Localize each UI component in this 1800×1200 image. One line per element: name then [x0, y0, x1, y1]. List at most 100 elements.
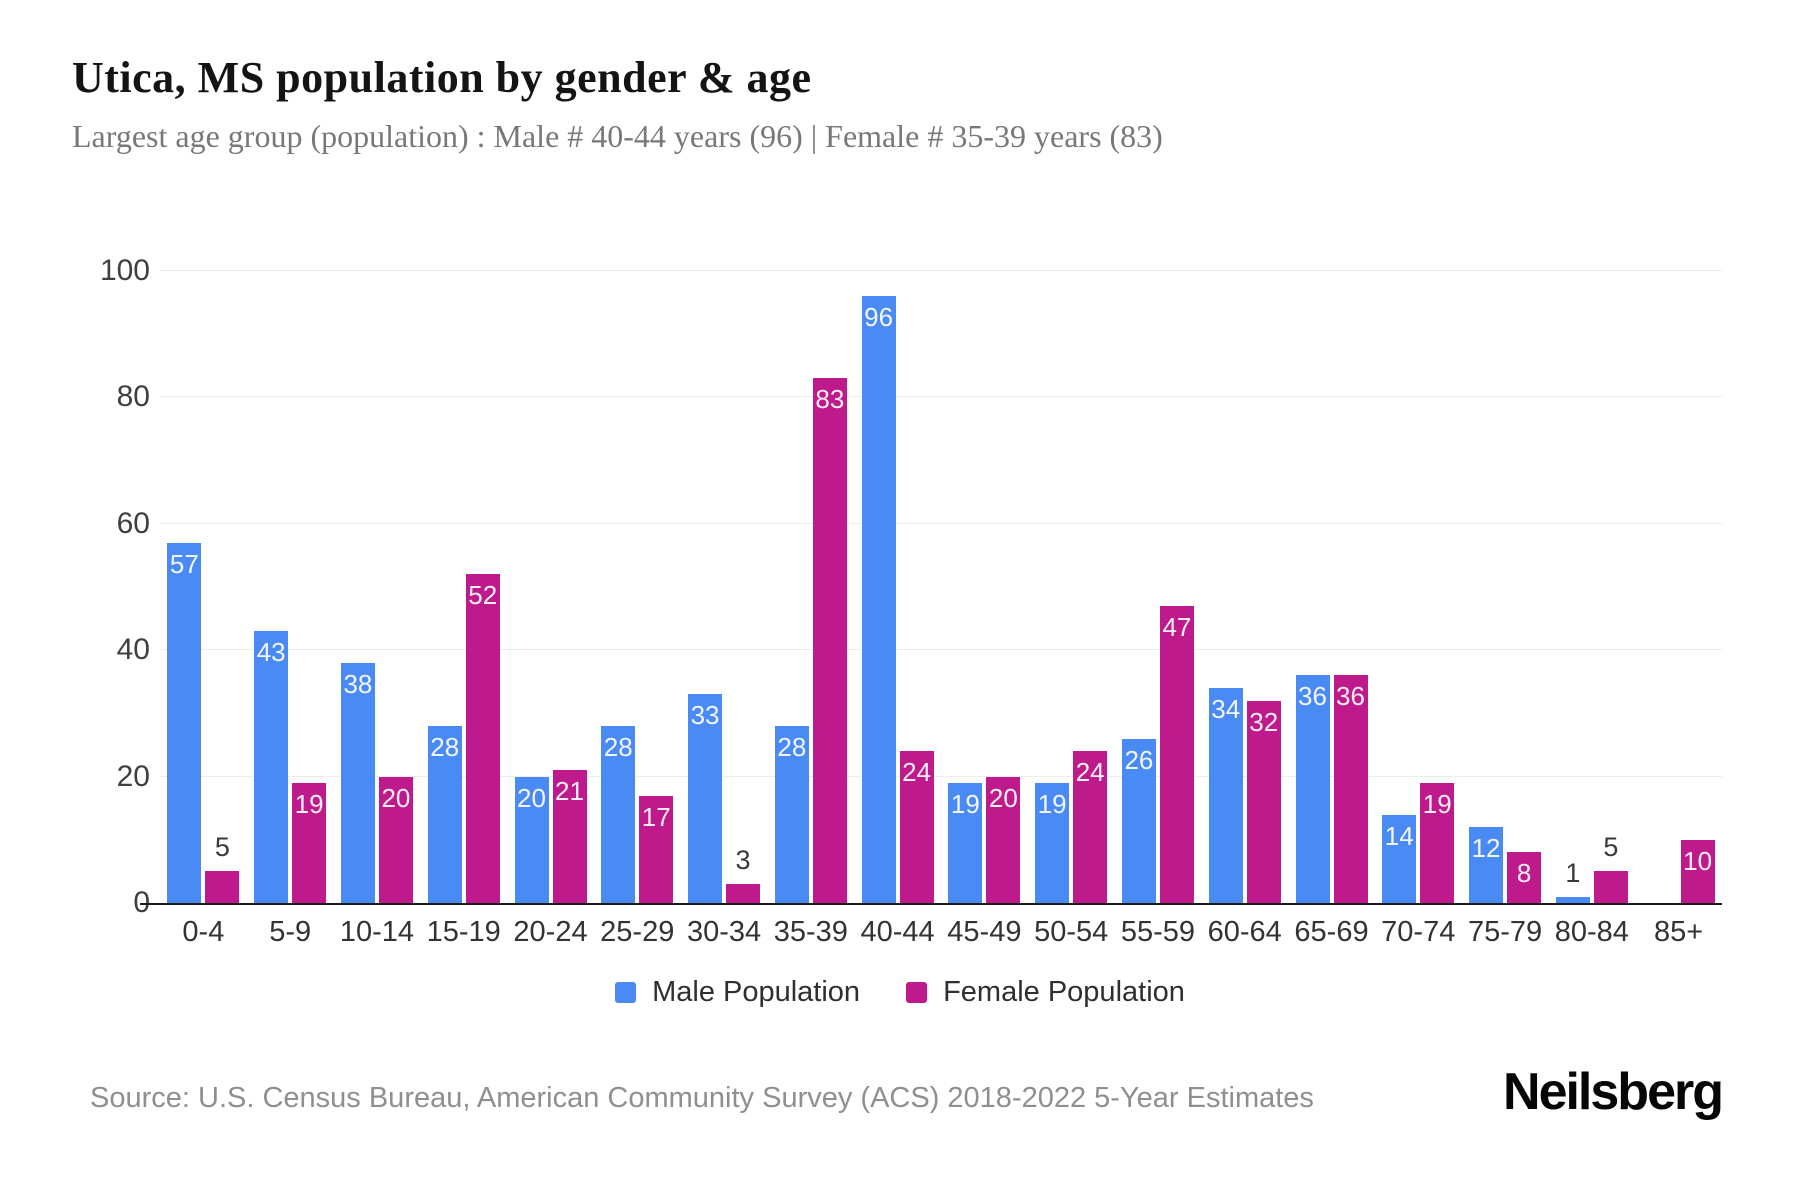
female-bar-75-79	[1507, 852, 1542, 903]
male-bar-5-9	[254, 631, 289, 903]
bar-value-label: 20	[381, 782, 411, 813]
gridline-20	[160, 775, 1722, 777]
x-tick-65-69: 65-69	[1294, 916, 1369, 948]
x-tick-10-14: 10-14	[339, 916, 415, 948]
brand-logo: Neilsberg	[1503, 1063, 1724, 1121]
y-tick-40: 40	[116, 633, 150, 667]
bar-value-label: 19	[1422, 788, 1452, 819]
bar-value-label: 19	[294, 788, 324, 819]
x-tick-40-44: 40-44	[860, 916, 935, 948]
male-bar-80-84	[1555, 896, 1590, 903]
bar-value-label: 24	[902, 757, 932, 788]
bar-value-label: 43	[256, 637, 286, 668]
bar-value-label: 36	[1298, 681, 1327, 712]
female-bar-25-29	[639, 795, 674, 903]
bar-value-label: 19	[950, 788, 980, 819]
female-bar-10-14	[378, 776, 413, 903]
bar-value-label: 28	[430, 732, 460, 763]
legend-item-female: Female Population	[906, 976, 1185, 1009]
male-bar-30-34	[688, 694, 723, 903]
bar-value-label: 36	[1336, 681, 1365, 712]
x-tick-80-84: 80-84	[1554, 916, 1629, 948]
female-swatch	[906, 982, 928, 1003]
male-bar-40-44	[861, 296, 896, 903]
female-bar-85+	[1680, 839, 1715, 903]
bar-value-label: 47	[1162, 611, 1192, 642]
bar-value-label: 38	[343, 668, 373, 699]
gridline-100	[160, 270, 1722, 271]
x-axis-line	[140, 903, 1722, 905]
male-bar-15-19	[427, 726, 462, 903]
bar-value-label: 28	[603, 732, 633, 763]
bar-value-label: 14	[1384, 820, 1414, 851]
bar-value-label: 8	[1516, 858, 1532, 889]
y-tick-100: 100	[99, 254, 150, 287]
female-bar-15-19	[465, 574, 500, 903]
x-tick-25-29: 25-29	[600, 916, 675, 948]
page-subtitle: Largest age group (population) : Male # …	[72, 118, 1163, 154]
gridline-40	[160, 649, 1722, 651]
x-tick-70-74: 70-74	[1381, 916, 1456, 948]
x-tick-5-9: 5-9	[269, 916, 312, 948]
x-tick-60-64: 60-64	[1207, 916, 1282, 948]
bar-value-label: 24	[1075, 757, 1105, 788]
female-bar-20-24	[552, 770, 587, 903]
male-swatch	[615, 982, 637, 1003]
bar-value-label: 17	[641, 801, 671, 832]
bar-value-label: 19	[1037, 788, 1067, 819]
page-title: Utica, MS population by gender & age	[72, 53, 812, 102]
bar-value-label: 5	[214, 832, 230, 863]
male-bar-0-4	[167, 542, 202, 903]
female-bar-55-59	[1159, 605, 1194, 903]
male-bar-60-64	[1208, 688, 1243, 903]
male-bar-35-39	[774, 726, 809, 903]
x-tick-30-34: 30-34	[686, 916, 762, 948]
male-bar-10-14	[340, 662, 375, 903]
female-bar-60-64	[1246, 700, 1281, 903]
female-bar-80-84	[1593, 871, 1628, 903]
source-note: Source: U.S. Census Bureau, American Com…	[90, 1082, 1314, 1114]
bar-value-label: 33	[690, 700, 720, 731]
plot-area: 57 5 43 19 38 20 28 52 20 21 28 17 33 3 28 83 96 24 19 20 19…	[160, 240, 1722, 903]
male-bar-75-79	[1469, 827, 1504, 903]
male-bar-55-59	[1121, 738, 1156, 903]
x-tick-75-79: 75-79	[1467, 916, 1543, 948]
female-bar-0-4	[205, 871, 240, 903]
x-tick-35-39: 35-39	[773, 916, 848, 948]
female-bar-45-49	[986, 776, 1021, 903]
legend: Male Population Female Population	[0, 976, 1800, 1009]
bar-value-label: 3	[735, 845, 751, 876]
legend-label-male: Male Population	[652, 976, 861, 1008]
bar-value-label: 1	[1565, 857, 1581, 888]
x-tick-55-59: 55-59	[1120, 916, 1196, 948]
bar-value-label: 21	[555, 776, 584, 807]
bar-value-label: 20	[988, 782, 1018, 813]
x-tick-85+: 85+	[1654, 916, 1704, 948]
male-bar-20-24	[514, 776, 549, 903]
y-tick-80: 80	[116, 380, 150, 414]
bar-value-label: 12	[1471, 833, 1501, 864]
x-tick-0-4: 0-4	[182, 916, 225, 948]
male-bar-50-54	[1035, 782, 1070, 903]
male-bar-25-29	[601, 726, 636, 903]
x-tick-15-19: 15-19	[426, 916, 501, 948]
bar-value-label: 28	[777, 732, 807, 763]
bar-value-label: 26	[1124, 744, 1154, 775]
bar-value-label: 83	[815, 384, 845, 415]
female-bar-50-54	[1073, 751, 1108, 903]
bar-value-label: 32	[1249, 706, 1279, 737]
x-tick-50-54: 50-54	[1034, 916, 1109, 948]
gridline-80	[160, 396, 1722, 398]
bar-value-label: 10	[1683, 845, 1713, 876]
bar-value-label: 34	[1211, 694, 1241, 725]
female-bar-35-39	[812, 378, 847, 903]
x-tick-20-24: 20-24	[513, 916, 588, 948]
y-tick-60: 60	[116, 506, 150, 540]
bar-value-label: 57	[169, 548, 199, 579]
x-tick-45-49: 45-49	[947, 916, 1022, 948]
bar-value-label: 96	[864, 302, 894, 333]
male-bar-45-49	[948, 782, 983, 903]
female-bar-65-69	[1333, 675, 1368, 903]
female-bar-40-44	[899, 751, 934, 903]
